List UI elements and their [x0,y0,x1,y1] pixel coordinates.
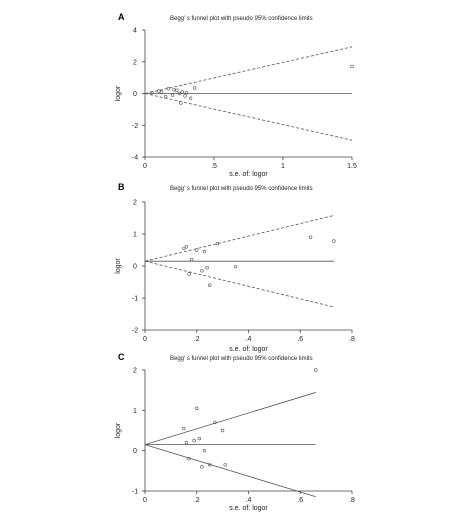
study-point [200,465,204,469]
funnel-panel-c: C Begg' s funnel plot with pseudo 95% con… [115,352,355,512]
study-point [215,241,220,246]
study-point [189,257,194,262]
y-tick-label: -2 [132,123,138,130]
study-point [200,269,204,273]
study-point [332,239,336,243]
x-tick-label: 0 [143,336,147,343]
lower-confidence-limit [144,444,316,498]
x-tick-label: 0 [143,163,147,170]
chart-title: Begg' s funnel plot with pseudo 95% conf… [170,186,313,192]
y-tick-label: 0 [133,264,137,271]
x-tick-label: .4 [246,336,252,343]
study-point [182,246,186,251]
study-point [166,87,171,91]
panel-letter: B [118,182,125,192]
upper-confidence-limit [144,46,353,94]
y-tick-label: -1 [132,296,138,303]
study-point [180,90,184,94]
y-tick-label: -2 [132,328,138,335]
x-tick-label: .6 [297,336,303,343]
study-point [179,101,183,105]
panel-letter: A [118,12,125,22]
lower-confidence-limit [144,93,353,141]
study-point [184,91,189,95]
study-point [202,448,207,453]
study-point [175,88,179,93]
x-tick-label: .8 [349,497,355,504]
study-point [157,89,161,93]
study-point [308,235,313,239]
study-point [207,463,212,467]
x-tick-label: 0 [143,497,147,504]
x-tick-label: 1.5 [347,163,357,170]
x-tick-label: .4 [246,497,252,504]
x-tick-label: .8 [349,336,355,343]
y-axis-label: logor [115,258,122,274]
study-point [202,249,207,254]
study-point [187,457,191,461]
study-point [205,265,209,270]
y-tick-label: 0 [133,91,137,98]
lower-confidence-limit [144,260,334,308]
study-point [184,245,189,249]
study-point [213,420,217,425]
study-point [172,87,176,92]
y-tick-label: 2 [133,200,137,207]
study-point [188,96,193,100]
x-tick-label: .6 [297,497,303,504]
x-axis-label: s.e. of: logor [229,171,268,178]
study-point [183,94,187,98]
x-tick-label: .2 [194,497,200,504]
study-point [150,91,154,95]
study-point [164,94,168,99]
study-point [233,264,238,269]
panel-letter: C [118,352,125,362]
study-point [223,463,227,467]
y-tick-label: 2 [133,368,137,375]
study-point [192,86,197,90]
study-point [195,406,199,411]
y-tick-label: 1 [133,408,137,415]
upper-confidence-limit [144,215,334,262]
y-tick-label: 2 [133,59,137,66]
study-point [159,90,164,94]
study-point [197,436,202,441]
study-point [207,283,212,287]
x-tick-label: .5 [211,163,217,170]
x-axis-label: s.e. of: logor [229,505,268,512]
y-axis-label: logor [115,422,122,438]
study-point [182,426,186,431]
study-point [350,64,354,69]
chart-title: Begg' s funnel plot with pseudo 95% conf… [170,16,313,22]
study-point [187,272,191,276]
chart-title: Begg' s funnel plot with pseudo 95% conf… [170,356,313,362]
study-point [177,91,182,96]
study-point [170,93,175,97]
study-point [314,368,318,372]
study-point [195,248,199,252]
upper-confidence-limit [144,392,316,445]
y-tick-label: 0 [133,448,137,455]
funnel-panel-a: A Begg' s funnel plot with pseudo 95% con… [115,12,357,178]
funnel-panel-b: B Begg' s funnel plot with pseudo 95% con… [115,182,355,353]
study-point [192,438,196,443]
study-point [220,428,225,433]
x-axis-label: s.e. of: logor [229,346,268,353]
y-tick-label: 1 [133,232,137,239]
y-tick-label: -4 [132,155,138,162]
x-tick-label: 1 [281,163,285,170]
y-tick-label: 4 [133,28,137,35]
x-tick-label: .2 [194,336,200,343]
study-point [184,440,189,445]
y-tick-label: -1 [132,489,138,496]
y-axis-label: logor [115,85,122,101]
